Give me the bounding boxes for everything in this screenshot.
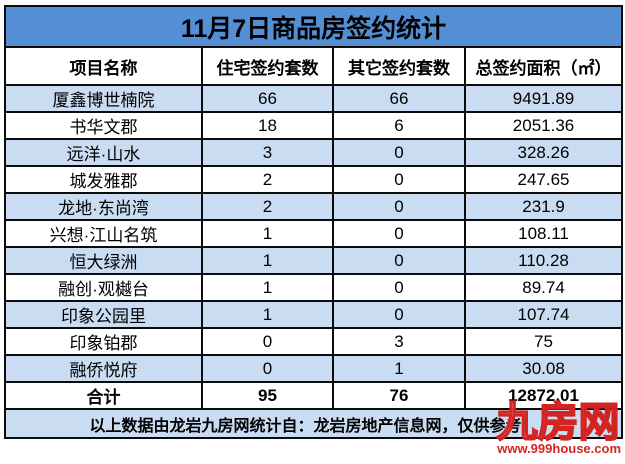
residential-count-cell: 1 — [201, 246, 334, 275]
title-row: 11月7日商品房签约统计 — [3, 5, 624, 48]
total-area-cell: 328.26 — [463, 138, 624, 167]
header-project-name: 项目名称 — [4, 46, 203, 86]
residential-count-cell: 1 — [201, 273, 334, 302]
table-row: 厦鑫博世楠院 66 66 9491.89 — [4, 84, 624, 113]
other-count-cell: 0 — [332, 246, 466, 275]
table-row: 兴想·江山名筑 1 0 108.11 — [4, 219, 624, 248]
residential-count-cell: 2 — [201, 165, 334, 194]
table-row: 印象公园里 1 0 107.74 — [4, 300, 624, 329]
residential-count-cell: 18 — [201, 111, 334, 140]
project-name-cell: 兴想·江山名筑 — [4, 219, 203, 248]
residential-count-cell: 0 — [201, 354, 334, 383]
other-count-cell: 1 — [332, 354, 466, 383]
header-residential-count: 住宅签约套数 — [201, 46, 334, 86]
total-area-cell: 107.74 — [463, 300, 624, 329]
table-row: 龙地·东尚湾 2 0 231.9 — [4, 192, 624, 221]
project-name-cell: 龙地·东尚湾 — [4, 192, 203, 221]
project-name-cell: 远洋·山水 — [4, 138, 203, 167]
table-row: 城发雅郡 2 0 247.65 — [4, 165, 624, 194]
other-count-cell: 0 — [332, 165, 466, 194]
residential-count-cell: 3 — [201, 138, 334, 167]
total-area-cell: 30.08 — [463, 354, 624, 383]
project-name-cell: 书华文郡 — [4, 111, 203, 140]
table-row: 印象铂郡 0 3 75 — [4, 327, 624, 356]
total-area-sum-cell: 12872.01 — [463, 381, 624, 410]
project-name-cell: 恒大绿洲 — [4, 246, 203, 275]
other-count-cell: 0 — [332, 219, 466, 248]
page-title: 11月7日商品房签约统计 — [3, 5, 624, 48]
total-other-cell: 76 — [332, 381, 466, 410]
residential-count-cell: 0 — [201, 327, 334, 356]
project-name-cell: 城发雅郡 — [4, 165, 203, 194]
signing-stats-table-container: 11月7日商品房签约统计 项目名称 住宅签约套数 其它签约套数 总签约面积（㎡）… — [3, 5, 624, 439]
other-count-cell: 0 — [332, 192, 466, 221]
other-count-cell: 0 — [332, 273, 466, 302]
project-name-cell: 厦鑫博世楠院 — [4, 84, 203, 113]
source-note: 以上数据由龙岩九房网统计自：龙岩房地产信息网，仅供参考！ — [3, 408, 624, 439]
footer-row: 以上数据由龙岩九房网统计自：龙岩房地产信息网，仅供参考！ — [3, 408, 624, 439]
residential-count-cell: 1 — [201, 219, 334, 248]
other-count-cell: 66 — [332, 84, 466, 113]
other-count-cell: 0 — [332, 138, 466, 167]
column-header-row: 项目名称 住宅签约套数 其它签约套数 总签约面积（㎡） — [4, 46, 624, 86]
total-area-cell: 75 — [463, 327, 624, 356]
total-area-cell: 108.11 — [463, 219, 624, 248]
header-other-count: 其它签约套数 — [332, 46, 466, 86]
table-row: 书华文郡 18 6 2051.36 — [4, 111, 624, 140]
project-name-cell: 融侨悦府 — [4, 354, 203, 383]
total-area-cell: 231.9 — [463, 192, 624, 221]
residential-count-cell: 2 — [201, 192, 334, 221]
total-area-cell: 9491.89 — [463, 84, 624, 113]
project-name-cell: 融创·观樾台 — [4, 273, 203, 302]
header-total-area: 总签约面积（㎡） — [463, 46, 624, 86]
total-label-cell: 合计 — [4, 381, 203, 410]
total-row: 合计 95 76 12872.01 — [4, 381, 624, 410]
total-area-cell: 110.28 — [463, 246, 624, 275]
table-row: 远洋·山水 3 0 328.26 — [4, 138, 624, 167]
table-row: 恒大绿洲 1 0 110.28 — [4, 246, 624, 275]
total-area-cell: 247.65 — [463, 165, 624, 194]
table-row: 融创·观樾台 1 0 89.74 — [4, 273, 624, 302]
total-area-cell: 2051.36 — [463, 111, 624, 140]
table-row: 融侨悦府 0 1 30.08 — [4, 354, 624, 383]
other-count-cell: 3 — [332, 327, 466, 356]
total-residential-cell: 95 — [201, 381, 334, 410]
signing-stats-table: 11月7日商品房签约统计 项目名称 住宅签约套数 其它签约套数 总签约面积（㎡）… — [3, 5, 624, 439]
residential-count-cell: 66 — [201, 84, 334, 113]
project-name-cell: 印象公园里 — [4, 300, 203, 329]
total-area-cell: 89.74 — [463, 273, 624, 302]
project-name-cell: 印象铂郡 — [4, 327, 203, 356]
watermark-url-text: www.999house.com — [496, 441, 621, 456]
other-count-cell: 6 — [332, 111, 466, 140]
other-count-cell: 0 — [332, 300, 466, 329]
residential-count-cell: 1 — [201, 300, 334, 329]
